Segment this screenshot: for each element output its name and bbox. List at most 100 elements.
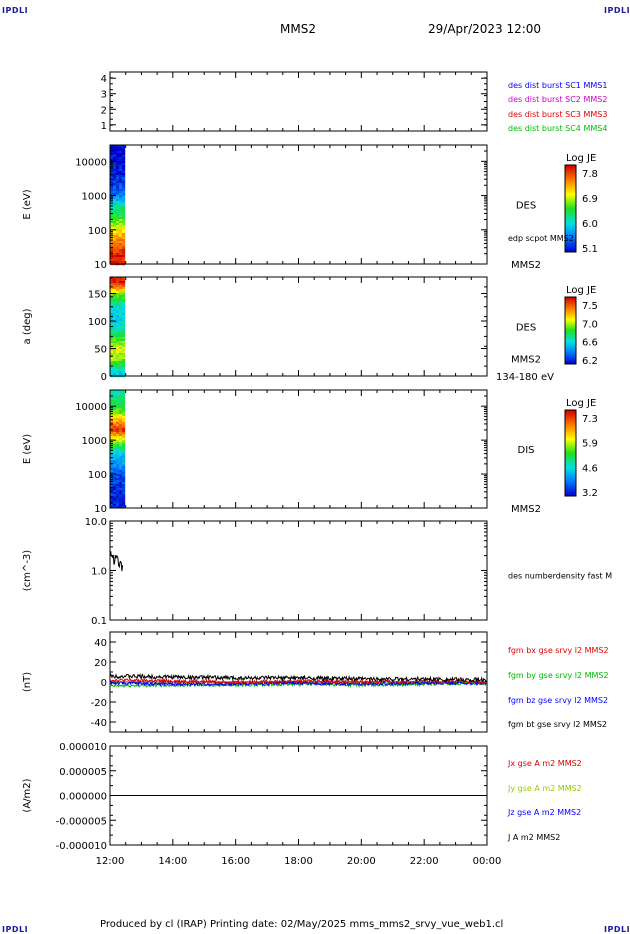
- heatmap-cell: [119, 470, 123, 473]
- heatmap-cell: [116, 233, 120, 236]
- heatmap-cell: [119, 432, 123, 435]
- heatmap-cell: [119, 498, 123, 501]
- heatmap-cell: [113, 309, 117, 312]
- heatmap-cell: [113, 225, 117, 228]
- heatmap-cell: [116, 496, 120, 499]
- heatmap-cell: [116, 295, 120, 298]
- heatmap-cell: [113, 418, 117, 421]
- heatmap-cell: [122, 221, 126, 224]
- heatmap-cell: [116, 351, 120, 354]
- colorbar-tick-label: 6.6: [582, 338, 598, 349]
- heatmap-cell: [113, 203, 117, 206]
- heatmap-cell: [116, 460, 120, 463]
- heatmap-cell: [122, 303, 126, 306]
- heatmap-cell: [110, 353, 114, 356]
- y-tick-label: -0.000005: [56, 816, 107, 827]
- heatmap-cell: [122, 349, 126, 352]
- heatmap-cell: [119, 325, 123, 328]
- panel-frame-3: [109, 389, 488, 509]
- heatmap-cell: [110, 317, 114, 320]
- heatmap-cell: [122, 297, 126, 300]
- heatmap-cell: [113, 424, 117, 427]
- heatmap-cell: [122, 458, 126, 461]
- legend-entry: fgm bt gse srvy l2 MMS2: [508, 720, 607, 729]
- spacecraft-label: MMS2: [511, 504, 541, 515]
- heatmap-cell: [110, 243, 114, 246]
- heatmap-cell: [113, 357, 117, 360]
- colorbar-tick-label: 6.2: [582, 356, 598, 367]
- heatmap-cell: [116, 406, 120, 409]
- heatmap-cell: [116, 462, 120, 465]
- heatmap-cell: [110, 502, 114, 505]
- heatmap-cell: [119, 494, 123, 497]
- heatmap-cell: [122, 406, 126, 409]
- heatmap-cell: [113, 466, 117, 469]
- heatmap-cell: [116, 400, 120, 403]
- heatmap-cell: [116, 347, 120, 350]
- heatmap-cell: [110, 305, 114, 308]
- heatmap-cell: [110, 323, 114, 326]
- y-tick-label: 10: [94, 504, 107, 515]
- heatmap-cell: [110, 472, 114, 475]
- heatmap-cell: [116, 442, 120, 445]
- heatmap-cell: [122, 454, 126, 457]
- heatmap-cell: [110, 361, 114, 364]
- heatmap-cell: [113, 486, 117, 489]
- heatmap-cell: [116, 179, 120, 182]
- heatmap-cell: [113, 237, 117, 240]
- heatmap-cell: [116, 229, 120, 232]
- heatmap-cell: [116, 243, 120, 246]
- legend-entry: fgm by gse srvy l2 MMS2: [508, 671, 609, 680]
- heatmap-cell: [122, 464, 126, 467]
- heatmap-cell: [122, 243, 126, 246]
- heatmap-cell: [119, 468, 123, 471]
- heatmap-cell: [110, 460, 114, 463]
- y-tick-label: 100: [88, 226, 107, 237]
- heatmap-cell: [116, 241, 120, 244]
- colorbar-tick-label: 7.3: [582, 414, 598, 425]
- heatmap-cell: [113, 179, 117, 182]
- heatmap-cell: [122, 239, 126, 242]
- heatmap-cell: [113, 177, 117, 180]
- heatmap-cell: [122, 169, 126, 172]
- heatmap-cell: [122, 167, 126, 170]
- legend-entry: des dist burst SC3 MMS3: [508, 110, 607, 119]
- heatmap-cell: [110, 189, 114, 192]
- heatmap-cell: [119, 287, 123, 290]
- heatmap-cell: [122, 325, 126, 328]
- heatmap-cell: [122, 223, 126, 226]
- heatmap-cell: [116, 369, 120, 372]
- heatmap-cell: [122, 361, 126, 364]
- heatmap-cell: [119, 205, 123, 208]
- heatmap-cell: [122, 259, 126, 262]
- heatmap-cell: [119, 157, 123, 160]
- heatmap-cell: [122, 416, 126, 419]
- heatmap-cell: [119, 169, 123, 172]
- heatmap-cell: [113, 406, 117, 409]
- y-tick-label: -20: [91, 698, 107, 709]
- heatmap-cell: [116, 261, 120, 264]
- heatmap-cell: [113, 295, 117, 298]
- heatmap-cell: [110, 448, 114, 451]
- heatmap-cell: [119, 179, 123, 182]
- heatmap-cell: [119, 237, 123, 240]
- panel-frame-4: [109, 520, 488, 621]
- heatmap-cell: [119, 486, 123, 489]
- heatmap-cell: [119, 496, 123, 499]
- heatmap-cell: [116, 488, 120, 491]
- heatmap-cell: [110, 420, 114, 423]
- heatmap-cell: [113, 390, 117, 393]
- heatmap-cell: [119, 257, 123, 260]
- heatmap-cell: [116, 209, 120, 212]
- heatmap-cell: [110, 235, 114, 238]
- heatmap-cell: [116, 197, 120, 200]
- heatmap-cell: [116, 169, 120, 172]
- heatmap-cell: [122, 327, 126, 330]
- heatmap-cell: [116, 319, 120, 322]
- heatmap-cell: [113, 402, 117, 405]
- colorbar-tick-label: 3.2: [582, 488, 598, 499]
- heatmap-cell: [116, 245, 120, 248]
- heatmap-cell: [113, 257, 117, 260]
- heatmap-cell: [122, 213, 126, 216]
- heatmap-cell: [110, 474, 114, 477]
